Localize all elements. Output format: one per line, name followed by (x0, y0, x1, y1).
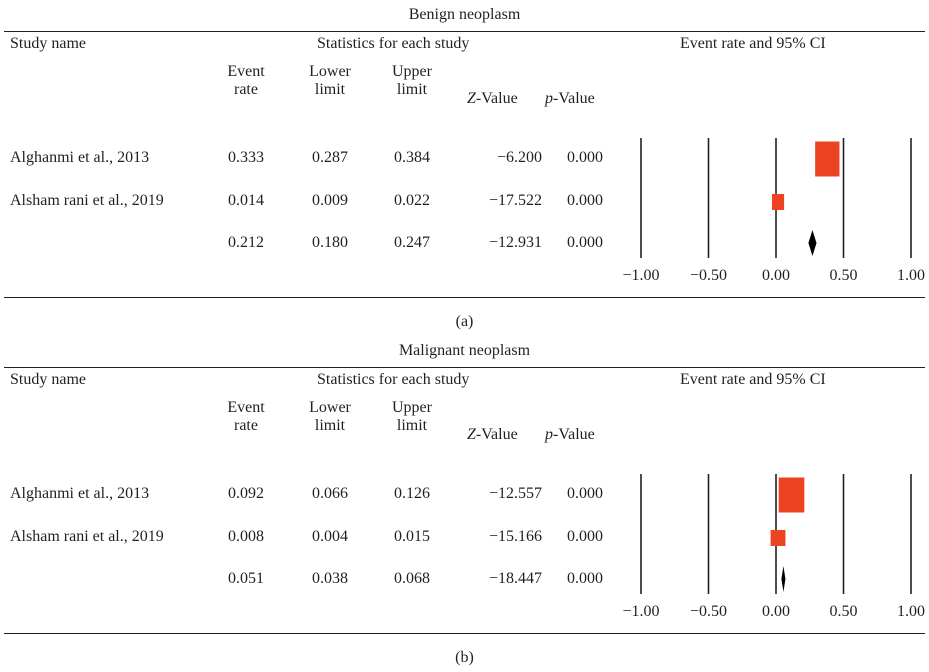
panel-caption: (b) (455, 649, 474, 666)
forest-panel-b: Malignant neoplasm Study name Statistics… (0, 336, 929, 672)
upper-limit-value: 0.015 (394, 528, 430, 545)
lower-limit-value: 0.287 (312, 149, 348, 166)
p-value-header: p-Value (545, 426, 595, 444)
study-name: Alghanmi et al., 2013 (10, 485, 150, 502)
z-value-header: Z-Value (467, 90, 518, 108)
study-box (815, 141, 840, 177)
upper-limit-header-line2: limit (396, 81, 428, 98)
summary-p-value: 0.000 (567, 234, 603, 251)
header-top-rule (4, 31, 925, 32)
summary-z-value: −18.447 (488, 570, 542, 587)
event-rate-header-line2: rate (234, 417, 258, 434)
study-name: Alghanmi et al., 2013 (10, 149, 150, 166)
bottom-rule (4, 633, 925, 634)
lower-limit-header-line2: limit (314, 417, 346, 434)
p-value: 0.000 (567, 485, 603, 502)
study-box (778, 477, 805, 513)
summary-upper-limit-value: 0.247 (394, 234, 430, 251)
study-name-header: Study name (10, 35, 86, 52)
event-rate-header-line1: Event (227, 399, 265, 416)
lower-limit-value: 0.066 (312, 485, 348, 502)
summary-diamond (808, 230, 817, 256)
forest-panel-a: Benign neoplasm Study name Statistics fo… (4, 6, 925, 330)
x-tick-label: −0.50 (690, 267, 727, 284)
forest-plot-b: −1.00 −0.50 0.00 0.50 1.00 (622, 474, 925, 620)
study-box (771, 194, 785, 210)
upper-limit-header-line1: Upper (392, 63, 432, 80)
panel-caption: (a) (455, 313, 474, 330)
ci-header: Event rate and 95% CI (680, 371, 826, 388)
statistics-header: Statistics for each study (317, 371, 470, 388)
summary-p-value: 0.000 (567, 570, 603, 587)
event-rate-value: 0.333 (228, 149, 264, 166)
p-prefix: p (545, 90, 553, 107)
lower-limit-header-line2: limit (314, 81, 346, 98)
z-prefix: Z (467, 426, 476, 443)
summary-lower-limit-value: 0.038 (312, 570, 348, 587)
lower-limit-header-line1: Lower (309, 63, 351, 80)
z-value: −15.166 (488, 528, 542, 545)
p-prefix: p (545, 426, 553, 443)
study-name-header: Study name (10, 371, 86, 388)
upper-limit-value: 0.022 (394, 192, 430, 209)
x-tick-label: −1.00 (622, 603, 659, 620)
p-value: 0.000 (567, 192, 603, 209)
panel-title: Benign neoplasm (408, 6, 521, 23)
lower-limit-header-line1: Lower (309, 399, 351, 416)
p-suffix: -Value (553, 90, 595, 107)
forest-plot-a: −1.00 −0.50 0.00 0.50 1.00 (622, 138, 925, 284)
x-tick-label: 0.50 (830, 603, 858, 620)
upper-limit-value: 0.384 (394, 149, 430, 166)
x-tick-label: 1.00 (897, 267, 925, 284)
event-rate-header-line2: rate (234, 81, 258, 98)
event-rate-value: 0.008 (228, 528, 264, 545)
z-suffix: -Value (475, 90, 518, 107)
study-name: Alsham rani et al., 2019 (10, 192, 164, 209)
event-rate-header-line1: Event (227, 63, 265, 80)
lower-limit-value: 0.009 (312, 192, 348, 209)
statistics-header: Statistics for each study (317, 35, 470, 52)
x-tick-label: −1.00 (622, 267, 659, 284)
p-value: 0.000 (567, 528, 603, 545)
upper-limit-header-line1: Upper (392, 399, 432, 416)
summary-diamond (781, 566, 786, 592)
z-value: −12.557 (488, 485, 542, 502)
p-value: 0.000 (567, 149, 603, 166)
p-suffix: -Value (553, 426, 595, 443)
header-top-rule (4, 367, 925, 368)
lower-limit-value: 0.004 (312, 528, 348, 545)
x-tick-label: 0.00 (762, 603, 790, 620)
study-box (770, 530, 786, 546)
summary-event-rate-value: 0.051 (228, 570, 264, 587)
summary-lower-limit-value: 0.180 (312, 234, 348, 251)
summary-event-rate-value: 0.212 (228, 234, 264, 251)
ci-header: Event rate and 95% CI (680, 35, 826, 52)
summary-z-value: −12.931 (488, 234, 542, 251)
z-value-header: Z-Value (467, 426, 518, 444)
x-tick-label: −0.50 (690, 603, 727, 620)
upper-limit-header-line2: limit (396, 417, 428, 434)
bottom-rule (4, 297, 925, 298)
panel-title: Malignant neoplasm (398, 342, 531, 359)
x-tick-label: 1.00 (897, 603, 925, 620)
upper-limit-value: 0.126 (394, 485, 430, 502)
study-name: Alsham rani et al., 2019 (10, 528, 164, 545)
z-value: −17.522 (488, 192, 542, 209)
p-value-header: p-Value (545, 90, 595, 108)
event-rate-value: 0.014 (228, 192, 264, 209)
z-suffix: -Value (475, 426, 518, 443)
x-tick-label: 0.50 (830, 267, 858, 284)
x-tick-label: 0.00 (762, 267, 790, 284)
event-rate-value: 0.092 (228, 485, 264, 502)
z-prefix: Z (467, 90, 476, 107)
summary-upper-limit-value: 0.068 (394, 570, 430, 587)
z-value: −6.200 (496, 149, 542, 166)
